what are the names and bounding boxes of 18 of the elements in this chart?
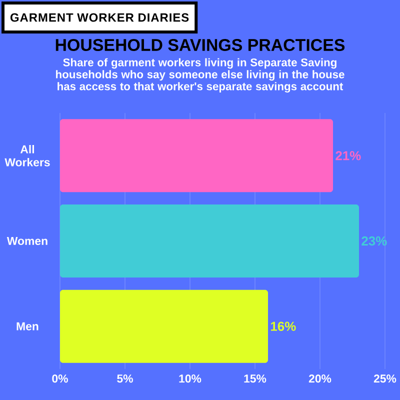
data-label: 23% [362, 236, 387, 246]
x-tick-label: 15% [244, 374, 266, 383]
bar [60, 119, 334, 192]
chart-subtitle: Share of garment workers living in Separate Saving households who say someone else living in the house has access to that worker's separate savings account [56, 58, 344, 93]
text: GARMENT WORKER DIARIES [10, 13, 189, 22]
y-tick-label: Women [6, 237, 48, 245]
x-tick-label: 25% [374, 374, 396, 383]
x-tick-label: 10% [179, 374, 202, 383]
data-label: 21% [336, 151, 361, 160]
data-label: 16% [271, 322, 296, 331]
bar [60, 204, 360, 278]
x-tick-label: 5% [117, 374, 133, 383]
bar [60, 290, 268, 363]
chart-title: HOUSEHOLD SAVINGS PRACTICES [56, 39, 345, 51]
y-tick-label: All Workers [4, 144, 50, 166]
x-tick-label: 20% [308, 374, 332, 383]
y-tick-label: Men [16, 322, 38, 330]
x-tick-label: 0% [52, 374, 68, 383]
